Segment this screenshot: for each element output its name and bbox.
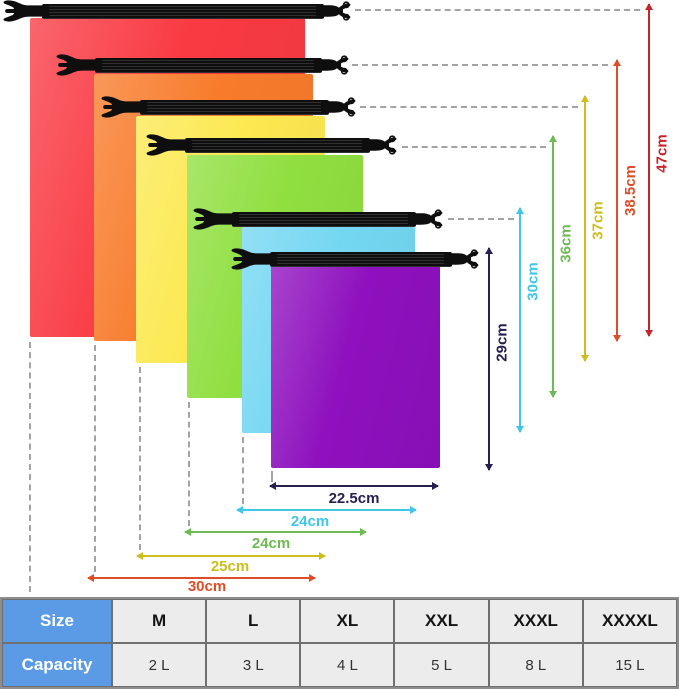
table-cell-capacity: 5 L xyxy=(394,643,489,687)
size-capacity-table: Size M L XL XXL XXXL XXXXL Capacity 2 L … xyxy=(0,597,679,689)
height-label-blue: 30cm xyxy=(524,261,542,301)
buckle-end-icon xyxy=(314,52,350,78)
width-arrow-orange xyxy=(87,574,316,582)
width-label-purple: 22.5cm xyxy=(328,490,380,507)
green-dry-bag-strap xyxy=(145,132,398,158)
strap-webbing xyxy=(232,211,416,227)
guide-line-green-top xyxy=(402,146,546,148)
width-arrow-green xyxy=(184,528,367,536)
buckle-clip-icon xyxy=(230,246,278,272)
height-label-yellow: 37cm xyxy=(589,200,607,240)
table-cell-size: XL xyxy=(300,599,395,643)
table-cell-size: XXL xyxy=(394,599,489,643)
table-cell-size: XXXXL xyxy=(582,599,677,643)
table-cell-capacity: 4 L xyxy=(300,643,395,687)
guide-line-orange-top xyxy=(352,64,608,66)
guide-line-orange-left xyxy=(94,345,96,572)
table-cell-capacity: 8 L xyxy=(488,643,583,687)
buckle-end-icon xyxy=(362,132,398,158)
guide-line-blue-top xyxy=(448,218,514,220)
purple-dry-bag-body xyxy=(271,266,440,468)
height-label-orange: 38.5cm xyxy=(621,164,639,216)
table-cell-size: L xyxy=(206,599,301,643)
strap-webbing xyxy=(270,251,452,267)
table-cell-capacity: 15 L xyxy=(582,643,677,687)
strap-webbing xyxy=(95,57,322,73)
buckle-end-icon xyxy=(408,206,444,232)
purple-dry-bag-strap xyxy=(230,246,480,272)
buckle-clip-icon xyxy=(2,0,50,24)
width-arrow-blue xyxy=(236,506,417,514)
table-header-size: Size xyxy=(2,599,112,643)
table-header-capacity: Capacity xyxy=(2,643,112,687)
guide-line-red-left xyxy=(29,342,31,592)
yellow-dry-bag-strap xyxy=(100,94,357,120)
height-arrow-blue xyxy=(516,207,524,433)
height-arrow-green xyxy=(549,135,557,398)
table-cell-size: XXXL xyxy=(488,599,583,643)
width-label-green: 24cm xyxy=(251,535,291,552)
guide-line-red-top xyxy=(355,9,640,11)
buckle-clip-icon xyxy=(192,206,240,232)
buckle-clip-icon xyxy=(55,52,103,78)
height-label-red: 47cm xyxy=(653,133,671,173)
red-dry-bag-strap xyxy=(2,0,352,24)
strap-webbing xyxy=(185,137,370,153)
buckle-end-icon xyxy=(321,94,357,120)
height-arrow-purple xyxy=(485,247,493,471)
blue-dry-bag-strap xyxy=(192,206,444,232)
table-cell-size: M xyxy=(112,599,207,643)
guide-line-yellow-left xyxy=(139,367,141,550)
buckle-end-icon xyxy=(316,0,352,24)
width-label-yellow: 25cm xyxy=(210,558,250,575)
buckle-clip-icon xyxy=(100,94,148,120)
orange-dry-bag-strap xyxy=(55,52,350,78)
strap-webbing xyxy=(42,3,324,19)
buckle-clip-icon xyxy=(145,132,193,158)
width-arrow-yellow xyxy=(136,552,326,560)
buckle-end-icon xyxy=(444,246,480,272)
guide-line-purple-left xyxy=(271,471,273,482)
strap-webbing xyxy=(140,99,329,115)
guide-line-blue-left xyxy=(242,437,244,504)
guide-line-green-left xyxy=(188,402,190,526)
height-arrow-red xyxy=(645,3,653,337)
height-label-purple: 29cm xyxy=(493,322,511,362)
height-arrow-yellow xyxy=(581,95,589,362)
table-cell-capacity: 3 L xyxy=(206,643,301,687)
width-label-blue: 24cm xyxy=(290,513,330,530)
width-arrow-purple xyxy=(269,482,439,490)
table-cell-capacity: 2 L xyxy=(112,643,207,687)
width-label-orange: 30cm xyxy=(187,578,227,595)
guide-line-yellow-top xyxy=(360,106,578,108)
height-label-green: 36cm xyxy=(557,223,575,263)
height-arrow-orange xyxy=(613,59,621,342)
